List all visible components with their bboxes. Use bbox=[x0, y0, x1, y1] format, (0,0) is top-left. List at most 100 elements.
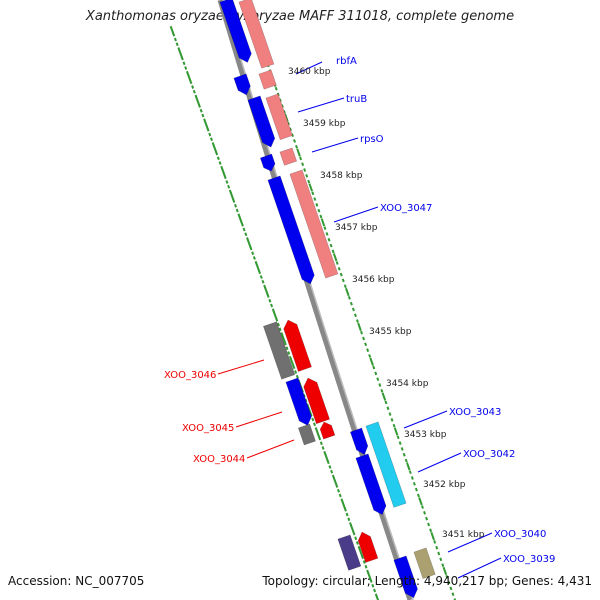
inner-tick-mark bbox=[308, 183, 314, 192]
outer-tick-mark bbox=[287, 351, 291, 355]
gene-forward bbox=[349, 427, 369, 456]
inner-tick-mark bbox=[364, 342, 368, 347]
outer-tick-mark bbox=[175, 42, 179, 47]
inner-tick-mark bbox=[380, 388, 384, 393]
inner-tick-mark bbox=[311, 191, 315, 196]
inner-tick-mark bbox=[305, 173, 309, 178]
inner-tick-mark bbox=[313, 197, 317, 201]
inner-tick-mark bbox=[393, 427, 399, 436]
outer-tick-mark bbox=[311, 417, 315, 422]
topology-summary: Topology: circular; Length: 4,940,217 bp… bbox=[262, 574, 592, 588]
inner-tick-mark bbox=[423, 511, 426, 515]
outer-tick-mark bbox=[361, 555, 365, 560]
gene-forward bbox=[247, 95, 276, 148]
inner-tick-mark bbox=[445, 574, 449, 579]
inner-tick-mark bbox=[381, 392, 387, 401]
outer-tick-mark bbox=[264, 287, 269, 296]
outer-tick-mark bbox=[215, 151, 219, 156]
inner-tick-mark bbox=[286, 121, 290, 126]
inner-tick-mark bbox=[406, 462, 411, 471]
outer-tick-mark bbox=[307, 405, 312, 415]
gene-other bbox=[337, 534, 362, 571]
outer-tick-mark bbox=[216, 156, 220, 161]
scale-label: 3451 kbp bbox=[442, 530, 485, 540]
inner-tick-mark bbox=[437, 551, 441, 556]
outer-tick-mark bbox=[238, 215, 243, 225]
outer-tick-mark bbox=[321, 446, 325, 450]
label-leader-line bbox=[311, 137, 359, 153]
label-leader-line bbox=[447, 532, 493, 553]
outer-tick-mark bbox=[204, 120, 209, 130]
outer-tick-mark bbox=[208, 132, 212, 137]
outer-tick-mark bbox=[195, 97, 201, 106]
outer-tick-mark bbox=[292, 365, 296, 370]
outer-tick-mark bbox=[354, 536, 358, 541]
gene-label: XOO_3045 bbox=[182, 423, 234, 434]
outer-tick-mark bbox=[186, 73, 192, 82]
inner-tick-mark bbox=[442, 566, 448, 576]
outer-tick-mark bbox=[227, 184, 231, 189]
inner-tick-mark bbox=[447, 580, 451, 585]
outer-tick-mark bbox=[326, 460, 330, 465]
inner-tick-mark bbox=[347, 296, 351, 300]
inner-tick-mark bbox=[301, 162, 305, 167]
outer-tick-mark bbox=[246, 239, 252, 248]
scale-label: 3454 kbp bbox=[386, 379, 429, 389]
outer-tick-mark bbox=[367, 572, 372, 581]
gene-reverse bbox=[319, 421, 336, 440]
scale-label: 3457 kbp bbox=[335, 223, 378, 233]
outer-tick-mark bbox=[309, 412, 313, 417]
outer-tick-mark bbox=[240, 222, 244, 227]
inner-tick-mark bbox=[341, 278, 345, 283]
outer-tick-mark bbox=[319, 441, 323, 446]
outer-tick-mark bbox=[173, 37, 177, 42]
rna-track-segment bbox=[279, 147, 298, 166]
outer-tick-mark bbox=[347, 517, 351, 522]
outer-tick-mark bbox=[268, 298, 272, 303]
label-leader-line bbox=[403, 410, 448, 429]
gene-forward bbox=[355, 453, 387, 516]
outer-tick-mark bbox=[249, 246, 253, 251]
scale-label: 3455 kbp bbox=[369, 327, 412, 337]
scale-label: 3453 kbp bbox=[404, 430, 447, 440]
outer-tick-mark bbox=[324, 453, 329, 462]
outer-tick-mark bbox=[225, 180, 229, 184]
outer-tick-mark bbox=[252, 256, 256, 260]
gene-label: rpsO bbox=[360, 134, 384, 145]
inner-tick-mark bbox=[335, 261, 339, 265]
outer-tick-mark bbox=[182, 61, 186, 66]
outer-tick-mark bbox=[261, 279, 265, 284]
accession-text: Accession: NC_007705 bbox=[8, 574, 145, 588]
outer-tick-mark bbox=[192, 89, 196, 94]
inner-tick-mark bbox=[441, 563, 445, 567]
outer-tick-mark bbox=[244, 232, 248, 237]
inner-tick-mark bbox=[339, 272, 343, 277]
outer-tick-mark bbox=[235, 208, 239, 213]
inner-tick-mark bbox=[430, 531, 435, 541]
inner-tick-mark bbox=[360, 330, 364, 335]
scale-label: 3456 kbp bbox=[352, 275, 395, 285]
inner-tick-mark bbox=[332, 253, 338, 262]
inner-tick-mark bbox=[400, 447, 404, 451]
inner-tick-mark bbox=[408, 470, 412, 475]
inner-tick-mark bbox=[362, 336, 366, 341]
outer-tick-mark bbox=[191, 85, 195, 89]
gene-forward bbox=[233, 73, 251, 96]
inner-tick-mark bbox=[392, 423, 396, 428]
outer-tick-mark bbox=[352, 531, 356, 536]
outer-tick-mark bbox=[180, 56, 184, 61]
outer-tick-mark bbox=[312, 422, 316, 427]
inner-tick-mark bbox=[319, 214, 323, 219]
inner-tick-mark bbox=[349, 301, 353, 306]
inner-tick-mark bbox=[435, 545, 439, 550]
inner-tick-mark bbox=[325, 232, 329, 236]
rna-track-segment bbox=[238, 0, 275, 69]
outer-tick-mark bbox=[172, 32, 176, 37]
inner-tick-mark bbox=[315, 203, 319, 207]
outer-tick-mark bbox=[364, 564, 368, 569]
inner-tick-mark bbox=[412, 481, 416, 486]
label-leader-line bbox=[297, 97, 345, 113]
outer-tick-mark bbox=[258, 270, 262, 275]
outer-tick-mark bbox=[234, 203, 238, 208]
